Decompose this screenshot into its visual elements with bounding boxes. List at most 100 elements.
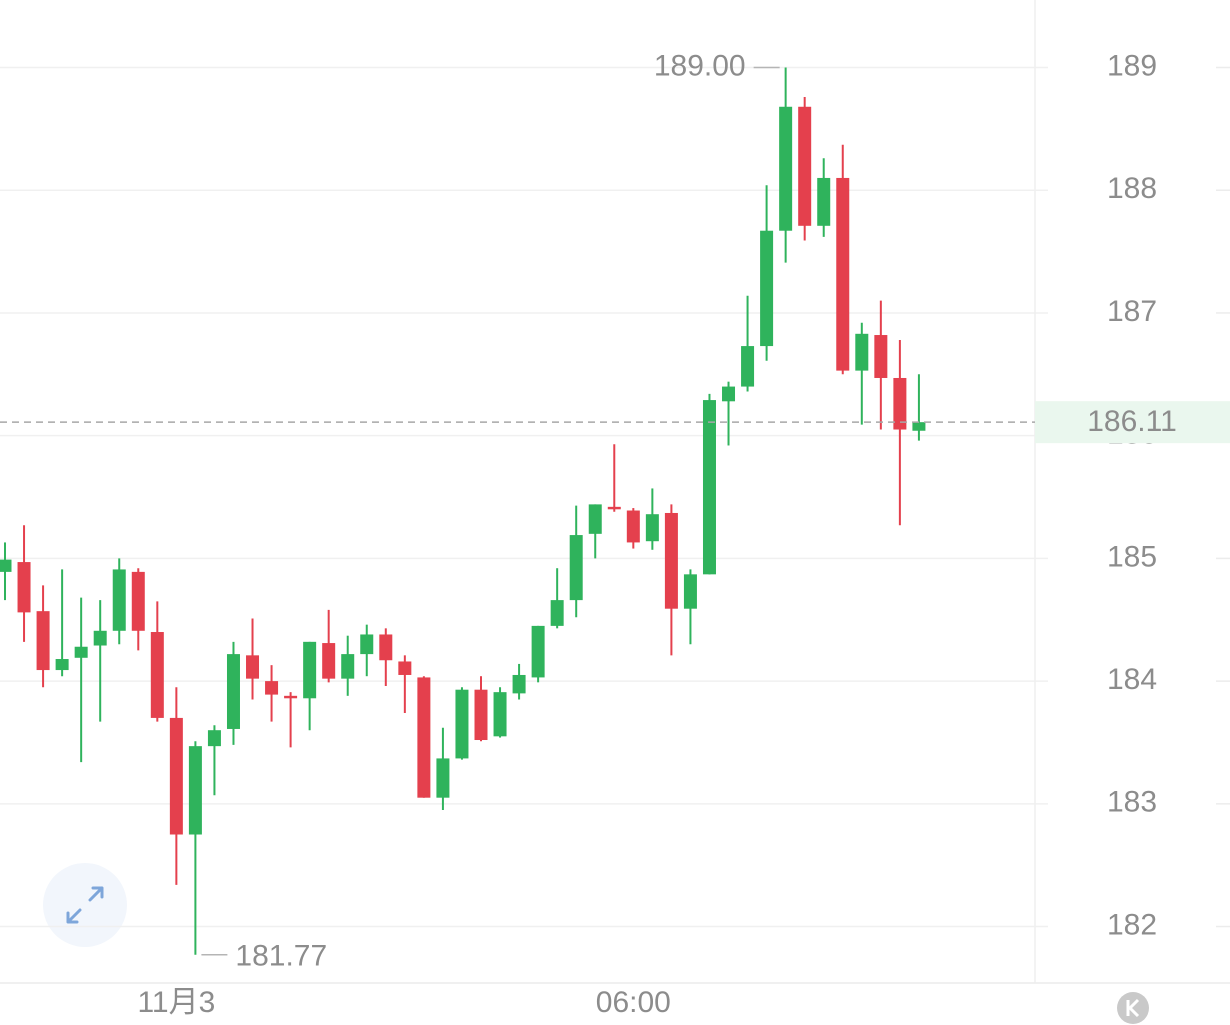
candle [55,569,69,677]
candle-body [531,625,545,678]
candle [817,158,831,237]
candle-body [36,611,50,671]
min-label: 181.77 [235,940,327,973]
candle [207,725,221,796]
candle-body [798,106,812,226]
candle [474,676,488,742]
candle-body [683,574,697,609]
candle-body [0,559,12,572]
candle [531,625,545,683]
candle-body [322,643,336,679]
candle-body [588,504,602,534]
candle [893,339,907,526]
candle [265,665,279,722]
candle-body [131,571,145,631]
candle [93,600,107,722]
candle [607,444,621,512]
candle-body [74,646,88,658]
candle-body [169,717,183,835]
y-tick-label: 189 [1107,49,1157,82]
y-tick-label: 184 [1107,663,1157,696]
candle-body [741,346,755,387]
candle-body [722,386,736,402]
y-tick-label: 188 [1107,172,1157,205]
candle [417,676,431,798]
candle [683,569,697,645]
candle [284,692,298,748]
candle-body [341,654,355,679]
candle-body [874,335,888,378]
candle-body [779,106,793,231]
candle [379,628,393,687]
candle-body [645,514,659,542]
candle-body [360,634,374,655]
candle-body [626,510,640,543]
candle [0,542,12,601]
max-label: 189.00 [654,49,746,82]
candle [512,663,526,700]
candle [836,144,850,375]
candle-body [836,177,850,371]
candle [398,655,412,714]
candle-body [150,632,164,718]
candle [760,185,774,361]
candle [246,618,260,700]
candle-body [188,746,202,835]
last-price-label: 186.11 [1087,405,1177,438]
candle-body [893,377,907,430]
candle-body [417,677,431,798]
y-tick-label: 187 [1107,295,1157,328]
last-price-badge [1035,401,1230,444]
candle-body [760,230,774,347]
candle [779,67,793,263]
candle [664,504,678,656]
expand-icon[interactable] [66,886,104,924]
candle [169,687,183,885]
k-button-bg[interactable] [1117,992,1149,1024]
candle-body [855,333,869,371]
candle [360,624,374,677]
candle [112,558,126,645]
candle [588,504,602,559]
candle-body [512,674,526,694]
candle [150,601,164,722]
candle-body [265,681,279,695]
candle-body [550,600,564,626]
candle-body [702,400,716,575]
candle [455,687,469,760]
y-tick-label: 183 [1107,786,1157,819]
candle-body [284,695,298,699]
candle [569,505,583,618]
candle-body [93,630,107,646]
expand-button-bg[interactable] [43,863,127,947]
candle [645,488,659,550]
candle-body [112,569,126,631]
y-tick-label: 182 [1107,908,1157,941]
candle [722,381,736,446]
k-icon[interactable] [1126,998,1140,1018]
candle [303,641,317,731]
candle [17,525,31,642]
expand-button[interactable] [43,863,127,947]
candle [74,597,88,763]
candle-body [817,177,831,226]
candle-body [55,659,69,671]
candle-body [246,655,260,679]
candle-body [207,730,221,747]
candle [626,508,640,549]
candle [798,96,812,241]
candle-body [569,535,583,601]
candle [341,635,355,696]
candle-body [607,506,621,510]
candle-body [912,422,926,431]
candle [912,374,926,441]
candle-body [436,758,450,798]
candle [36,585,50,688]
candle-body [493,692,507,737]
k-button[interactable] [1117,992,1149,1024]
x-tick-label: 06:00 [596,986,671,1019]
candle [226,641,240,745]
candle [874,300,888,430]
